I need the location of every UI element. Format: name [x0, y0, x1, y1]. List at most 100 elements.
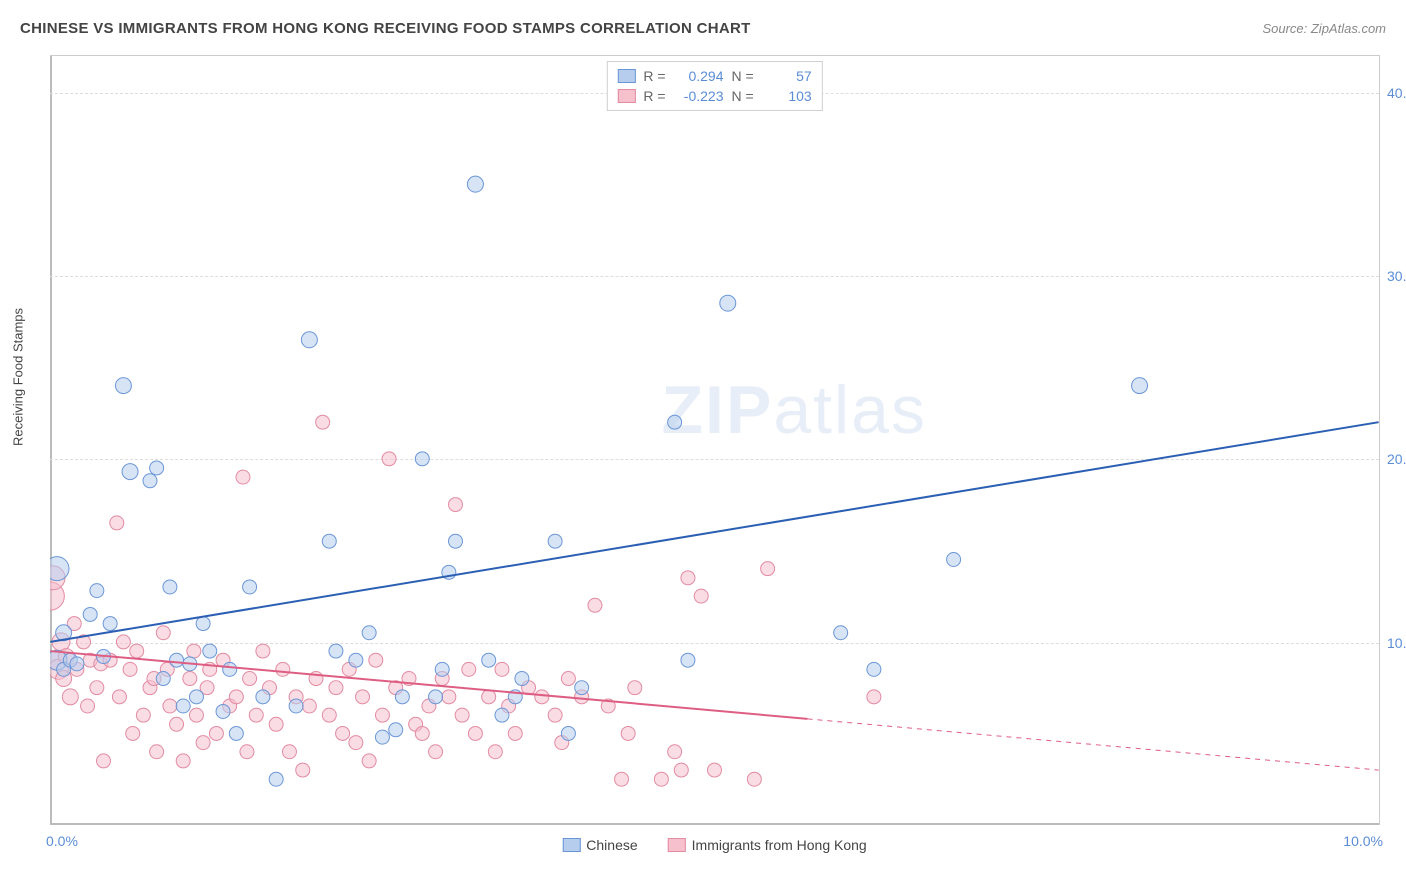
stat-n-label: N =	[732, 88, 754, 104]
data-point-hongkong	[183, 672, 197, 686]
data-point-hongkong	[508, 726, 522, 740]
data-point-hongkong	[276, 662, 290, 676]
data-point-hongkong	[495, 662, 509, 676]
data-point-chinese	[163, 580, 177, 594]
data-point-chinese	[561, 726, 575, 740]
data-point-hongkong	[415, 726, 429, 740]
data-point-hongkong	[209, 726, 223, 740]
data-point-chinese	[375, 730, 389, 744]
data-point-hongkong	[62, 689, 78, 705]
data-point-chinese	[143, 474, 157, 488]
y-tick-label: 20.0%	[1387, 451, 1406, 467]
legend-item-hongkong: Immigrants from Hong Kong	[668, 837, 867, 853]
data-point-hongkong	[110, 516, 124, 530]
data-point-hongkong	[150, 745, 164, 759]
data-point-chinese	[203, 644, 217, 658]
chart-title: CHINESE VS IMMIGRANTS FROM HONG KONG REC…	[20, 20, 751, 37]
data-point-hongkong	[256, 644, 270, 658]
stats-row-chinese: R = 0.294 N = 57	[617, 66, 811, 86]
scatter-svg	[50, 56, 1379, 825]
data-point-chinese	[349, 653, 363, 667]
data-point-chinese	[515, 672, 529, 686]
data-point-chinese	[150, 461, 164, 475]
data-point-chinese	[834, 626, 848, 640]
plot-area: 10.0%20.0%30.0%40.0% 0.0% 10.0% ZIPatlas…	[50, 55, 1380, 825]
data-point-hongkong	[302, 699, 316, 713]
y-tick-label: 40.0%	[1387, 85, 1406, 101]
data-point-hongkong	[429, 745, 443, 759]
data-point-hongkong	[561, 672, 575, 686]
data-point-hongkong	[126, 726, 140, 740]
data-point-hongkong	[329, 681, 343, 695]
legend-bottom: Chinese Immigrants from Hong Kong	[562, 837, 866, 853]
data-point-chinese	[90, 584, 104, 598]
data-point-chinese	[448, 534, 462, 548]
data-point-hongkong	[708, 763, 722, 777]
swatch-chinese	[617, 69, 635, 83]
stat-r-hongkong: -0.223	[674, 88, 724, 104]
data-point-hongkong	[112, 690, 126, 704]
stats-row-hongkong: R = -0.223 N = 103	[617, 86, 811, 106]
data-point-chinese	[176, 699, 190, 713]
data-point-chinese	[429, 690, 443, 704]
data-point-chinese	[947, 553, 961, 567]
data-point-chinese	[50, 557, 69, 581]
data-point-hongkong	[382, 452, 396, 466]
data-point-chinese	[322, 534, 336, 548]
data-point-hongkong	[462, 662, 476, 676]
data-point-hongkong	[747, 772, 761, 786]
data-point-chinese	[548, 534, 562, 548]
data-point-hongkong	[336, 726, 350, 740]
data-point-hongkong	[488, 745, 502, 759]
data-point-hongkong	[548, 708, 562, 722]
data-point-chinese	[389, 723, 403, 737]
data-point-chinese	[867, 662, 881, 676]
legend-label-hongkong: Immigrants from Hong Kong	[692, 837, 867, 853]
data-point-hongkong	[163, 699, 177, 713]
data-point-chinese	[289, 699, 303, 713]
data-point-hongkong	[362, 754, 376, 768]
data-point-chinese	[170, 653, 184, 667]
data-point-hongkong	[243, 672, 257, 686]
regression-line-chinese	[50, 422, 1378, 642]
data-point-hongkong	[296, 763, 310, 777]
legend-label-chinese: Chinese	[586, 837, 637, 853]
data-point-hongkong	[123, 662, 137, 676]
data-point-hongkong	[369, 653, 383, 667]
regression-line-dashed-hongkong	[807, 719, 1378, 770]
data-point-hongkong	[668, 745, 682, 759]
data-point-hongkong	[249, 708, 263, 722]
data-point-hongkong	[482, 690, 496, 704]
data-point-hongkong	[588, 598, 602, 612]
data-point-hongkong	[455, 708, 469, 722]
data-point-hongkong	[176, 754, 190, 768]
data-point-hongkong	[628, 681, 642, 695]
stat-n-label: N =	[732, 68, 754, 84]
data-point-hongkong	[535, 690, 549, 704]
data-point-chinese	[435, 662, 449, 676]
data-point-chinese	[196, 617, 210, 631]
data-point-chinese	[156, 672, 170, 686]
data-point-chinese	[467, 176, 483, 192]
legend-swatch-chinese	[562, 838, 580, 852]
data-point-hongkong	[282, 745, 296, 759]
swatch-hongkong	[617, 89, 635, 103]
stat-r-label: R =	[643, 68, 665, 84]
data-point-hongkong	[269, 717, 283, 731]
data-point-hongkong	[97, 754, 111, 768]
data-point-hongkong	[448, 498, 462, 512]
x-tick-left: 0.0%	[46, 833, 78, 849]
y-tick-label: 30.0%	[1387, 268, 1406, 284]
data-point-hongkong	[621, 726, 635, 740]
data-point-chinese	[189, 690, 203, 704]
data-point-hongkong	[189, 708, 203, 722]
data-point-chinese	[216, 704, 230, 718]
data-point-chinese	[243, 580, 257, 594]
data-point-hongkong	[240, 745, 254, 759]
stat-n-hongkong: 103	[762, 88, 812, 104]
data-point-chinese	[229, 726, 243, 740]
data-point-hongkong	[136, 708, 150, 722]
data-point-chinese	[362, 626, 376, 640]
data-point-hongkong	[316, 415, 330, 429]
data-point-chinese	[495, 708, 509, 722]
